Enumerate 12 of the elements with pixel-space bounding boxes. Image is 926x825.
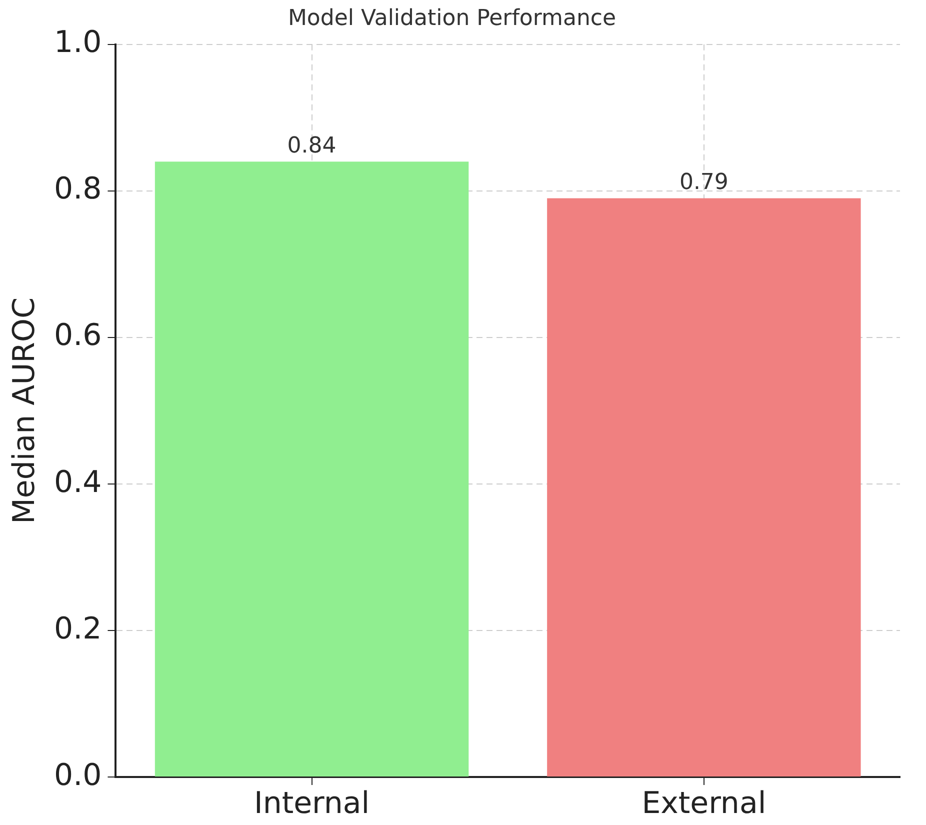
y-tick-label: 1.0 — [54, 25, 102, 60]
data-label: 0.79 — [679, 170, 728, 195]
x-tick-label: Internal — [254, 786, 370, 821]
y-tick-label: 0.6 — [54, 318, 102, 354]
data-label: 0.84 — [287, 133, 336, 158]
y-tick-label: 0.4 — [54, 464, 102, 500]
y-tick-label: 0.0 — [54, 758, 102, 793]
x-tick-label: External — [642, 786, 766, 821]
y-tick-label: 0.8 — [54, 172, 102, 207]
y-tick-label: 0.2 — [54, 611, 102, 646]
y-axis-title: Median AUROC — [6, 297, 42, 524]
chart-title: Model Validation Performance — [288, 6, 616, 31]
